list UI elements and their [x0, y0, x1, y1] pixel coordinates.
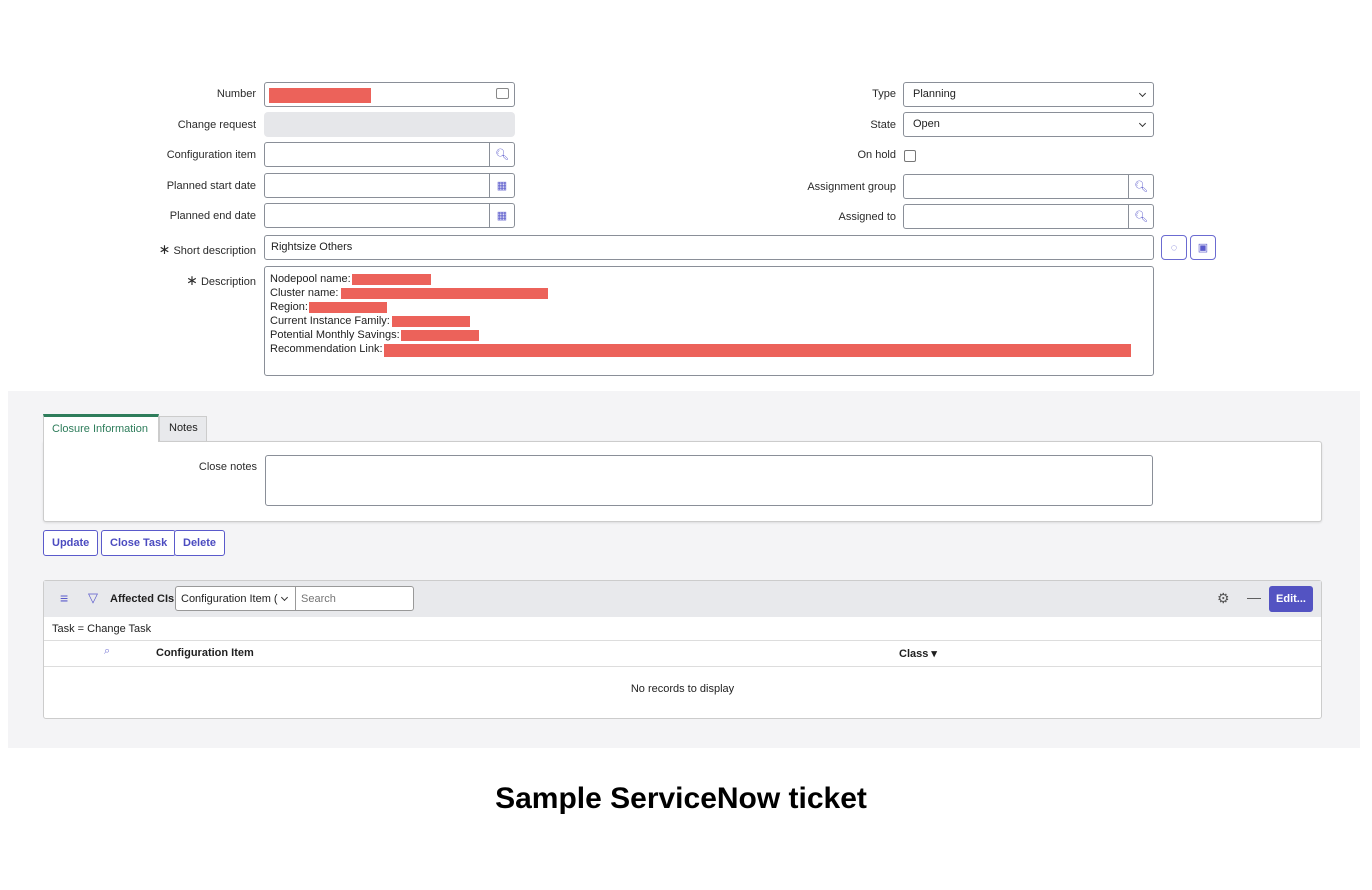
planned-start-label: Planned start date — [166, 180, 256, 192]
description-line: Nodepool name: — [270, 273, 351, 285]
list-title: Affected CIs — [110, 593, 175, 605]
description-line: Recommendation Link: — [270, 343, 383, 355]
on-hold-label: On hold — [857, 149, 896, 161]
search-input[interactable] — [295, 586, 414, 611]
planned-end-label: Planned end date — [169, 210, 256, 222]
on-hold-checkbox[interactable] — [904, 150, 916, 162]
assignment-group-label: Assignment group — [807, 181, 896, 193]
state-label: State — [870, 119, 896, 131]
description-line: Region: — [270, 301, 308, 313]
close-notes-label: Close notes — [198, 461, 257, 473]
lightbulb-icon[interactable]: ◌ — [1161, 235, 1187, 260]
calendar-icon[interactable]: ▦ — [489, 204, 514, 227]
assigned-to-field[interactable]: 🔍︎ — [903, 204, 1154, 229]
redaction — [269, 88, 371, 103]
divider — [44, 640, 1321, 641]
column-header-class[interactable]: Class ▾ — [899, 648, 937, 660]
config-item-label: Configuration item — [166, 149, 256, 161]
field-select[interactable]: Configuration Item ( — [175, 586, 296, 611]
gear-icon[interactable]: ⚙ — [1217, 590, 1230, 606]
number-field[interactable] — [264, 82, 515, 107]
column-search-icon[interactable]: ⌕ — [104, 645, 111, 657]
description-label: ∗ Description — [186, 272, 256, 288]
number-label: Number — [216, 88, 256, 100]
divider — [44, 666, 1321, 667]
short-desc-field[interactable]: Rightsize Others — [264, 235, 1154, 260]
planned-start-field[interactable]: ▦ — [264, 173, 515, 198]
column-header-configuration-item[interactable]: Configuration Item — [156, 647, 254, 659]
filter-icon[interactable]: ▽ — [88, 590, 98, 605]
required-icon: ∗ — [158, 241, 171, 257]
empty-message: No records to display — [630, 683, 735, 695]
minimize-icon[interactable]: — — [1247, 589, 1261, 605]
search-icon[interactable]: 🔍︎ — [1128, 175, 1153, 198]
close-task-button[interactable]: Close Task — [101, 530, 177, 556]
description-field[interactable]: Nodepool name: Cluster name: Region: Cur… — [264, 266, 1154, 376]
change-request-field — [264, 112, 515, 137]
update-button[interactable]: Update — [43, 530, 99, 556]
filter-breadcrumb[interactable]: Task = Change Task — [52, 623, 152, 635]
description-line: Potential Monthly Savings: — [270, 329, 400, 341]
redaction — [392, 316, 470, 327]
affected-cis-list: ≡ ▽ Affected CIs Configuration Item ( ⚙ … — [43, 580, 1322, 719]
card-icon — [496, 88, 509, 99]
required-icon: ∗ — [186, 272, 198, 288]
planned-end-field[interactable]: ▦ — [264, 203, 515, 228]
caption: Sample ServiceNow ticket — [495, 782, 867, 815]
search-icon[interactable]: 🔍︎ — [489, 143, 514, 166]
config-item-field[interactable]: 🔍︎ — [264, 142, 515, 167]
search-icon[interactable]: 🔍︎ — [1128, 205, 1153, 228]
menu-icon[interactable]: ≡ — [60, 590, 69, 606]
description-line: Cluster name: — [270, 287, 339, 299]
calendar-icon[interactable]: ▦ — [489, 174, 514, 197]
edit-button[interactable]: Edit... — [1269, 586, 1313, 612]
assigned-to-label: Assigned to — [838, 211, 896, 223]
close-notes-field[interactable] — [265, 455, 1153, 506]
delete-button[interactable]: Delete — [174, 530, 226, 556]
redaction — [384, 344, 1131, 357]
tab-notes[interactable]: Notes — [159, 416, 207, 442]
short-desc-label: ∗ Short description — [158, 241, 256, 257]
redaction — [309, 302, 387, 313]
state-select[interactable]: Open — [903, 112, 1154, 137]
redaction — [401, 330, 479, 341]
redaction — [341, 288, 548, 299]
assignment-group-field[interactable]: 🔍︎ — [903, 174, 1154, 199]
change-request-label: Change request — [177, 119, 256, 131]
redaction — [352, 274, 431, 285]
description-line: Current Instance Family: — [270, 315, 390, 327]
type-select[interactable]: Planning — [903, 82, 1154, 107]
type-label: Type — [872, 88, 896, 100]
tab-closure-information[interactable]: Closure Information — [43, 414, 159, 442]
book-icon[interactable]: ▣ — [1190, 235, 1216, 260]
